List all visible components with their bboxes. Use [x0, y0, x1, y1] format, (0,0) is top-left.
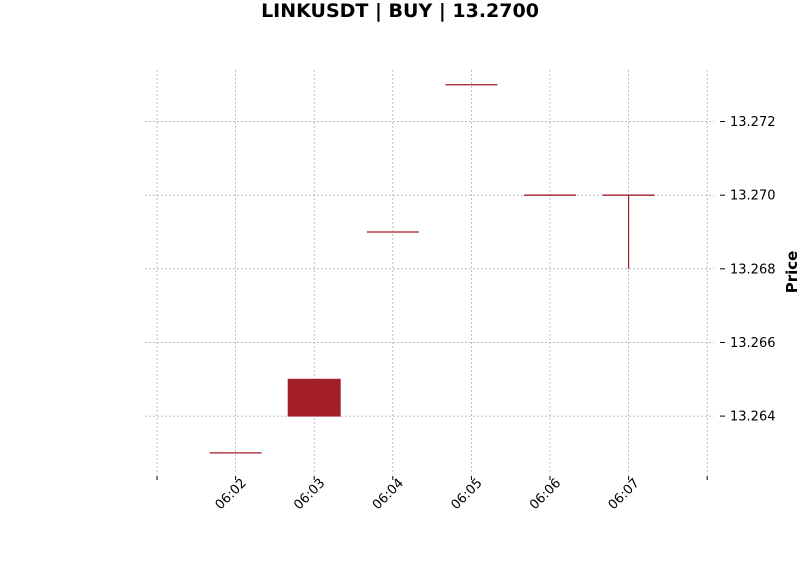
candle [602, 194, 655, 269]
x-tick-label: 06:04 [370, 476, 407, 513]
candles [209, 84, 655, 454]
candle [287, 378, 341, 417]
chart-title: LINKUSDT | BUY | 13.2700 [261, 0, 539, 22]
y-tick-label: 13.268 [730, 262, 776, 277]
y-axis: 13.264 13.266 13.268 13.270 13.272 [720, 115, 776, 425]
x-tick-label: 06:07 [606, 476, 643, 513]
y-tick-label: 13.266 [730, 336, 776, 351]
x-tick-label: 06:05 [448, 476, 485, 513]
x-tick-label: 06:06 [527, 476, 564, 513]
y-tick-label: 13.272 [730, 115, 776, 130]
x-tick-label: 06:02 [213, 476, 250, 513]
y-tick-label: 13.264 [730, 410, 776, 425]
x-axis: 06:02 06:03 06:04 06:05 06:06 06:07 [156, 476, 708, 513]
grid [145, 70, 714, 475]
candle-body [287, 378, 341, 417]
y-axis-label: Price [783, 251, 800, 294]
y-tick-label: 13.270 [730, 189, 776, 204]
x-tick-label: 06:03 [291, 476, 328, 513]
